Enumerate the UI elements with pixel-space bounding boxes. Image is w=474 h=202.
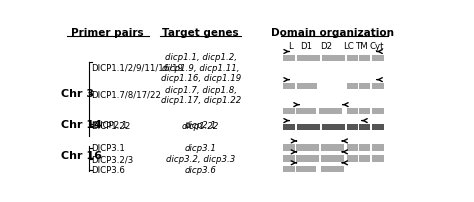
Bar (346, 56, 357, 62)
Bar (346, 145, 357, 151)
Bar (321, 166, 344, 173)
Bar (283, 166, 295, 173)
Text: Chr 16: Chr 16 (61, 151, 102, 161)
Bar (346, 108, 357, 115)
Bar (283, 84, 295, 90)
Bar (372, 156, 384, 162)
Text: dicp1.1, dicp1.2,
dicp1.9, dicp1.11,
dicp1.16, dicp1.19: dicp1.1, dicp1.2, dicp1.9, dicp1.11, dic… (161, 53, 241, 83)
Text: dicp3.1: dicp3.1 (185, 143, 217, 152)
Text: dicp2.1: dicp2.1 (185, 120, 217, 129)
Text: Cyt: Cyt (369, 42, 383, 51)
Text: LC: LC (343, 42, 354, 51)
Text: IDICP2.1: IDICP2.1 (91, 120, 127, 129)
Bar (359, 56, 370, 62)
Bar (296, 108, 316, 115)
Text: D2: D2 (320, 42, 333, 51)
Text: Primer pairs: Primer pairs (71, 28, 143, 38)
Bar (296, 156, 319, 162)
Text: dicp3.2, dicp3.3: dicp3.2, dicp3.3 (166, 154, 235, 163)
Text: Chr 14: Chr 14 (61, 120, 102, 129)
Bar (346, 124, 357, 131)
Bar (321, 145, 344, 151)
Bar (283, 124, 295, 131)
Bar (372, 145, 384, 151)
Bar (297, 124, 320, 131)
Text: L: L (288, 42, 293, 51)
Text: DICP3.1: DICP3.1 (91, 143, 125, 152)
Bar (346, 84, 357, 90)
Text: DICP1.22: DICP1.22 (91, 122, 130, 131)
Bar (283, 108, 295, 115)
Bar (319, 108, 343, 115)
Bar (359, 124, 370, 131)
Text: DICP3.2/3: DICP3.2/3 (91, 154, 133, 163)
Bar (359, 108, 370, 115)
Text: dicp3.6: dicp3.6 (185, 165, 217, 174)
Bar (283, 156, 295, 162)
Bar (359, 84, 370, 90)
Bar (297, 84, 317, 90)
Bar (297, 56, 320, 62)
Text: dicp1.22: dicp1.22 (182, 122, 219, 131)
Bar (296, 145, 319, 151)
Bar (322, 56, 345, 62)
Bar (346, 156, 357, 162)
Bar (372, 108, 384, 115)
Bar (283, 145, 295, 151)
Bar (322, 124, 345, 131)
Text: DICP1.7/8/17/22: DICP1.7/8/17/22 (91, 90, 161, 100)
Bar (372, 84, 384, 90)
Text: TM: TM (356, 42, 368, 51)
Text: D1: D1 (300, 42, 312, 51)
Text: DICP3.6: DICP3.6 (91, 165, 125, 174)
Bar (372, 124, 384, 131)
Bar (321, 156, 344, 162)
Bar (283, 56, 295, 62)
Text: DICP1.1/2/9/11/16/19: DICP1.1/2/9/11/16/19 (91, 63, 183, 72)
Text: Target genes: Target genes (163, 28, 239, 38)
Bar (296, 166, 316, 173)
Text: dicp1.7, dicp1.8,
dicp1.17, dicp1.22: dicp1.7, dicp1.8, dicp1.17, dicp1.22 (161, 85, 241, 105)
Bar (372, 56, 384, 62)
Text: Domain organization: Domain organization (272, 28, 394, 38)
Bar (359, 156, 370, 162)
Text: Chr 3: Chr 3 (61, 88, 94, 98)
Bar (359, 145, 370, 151)
